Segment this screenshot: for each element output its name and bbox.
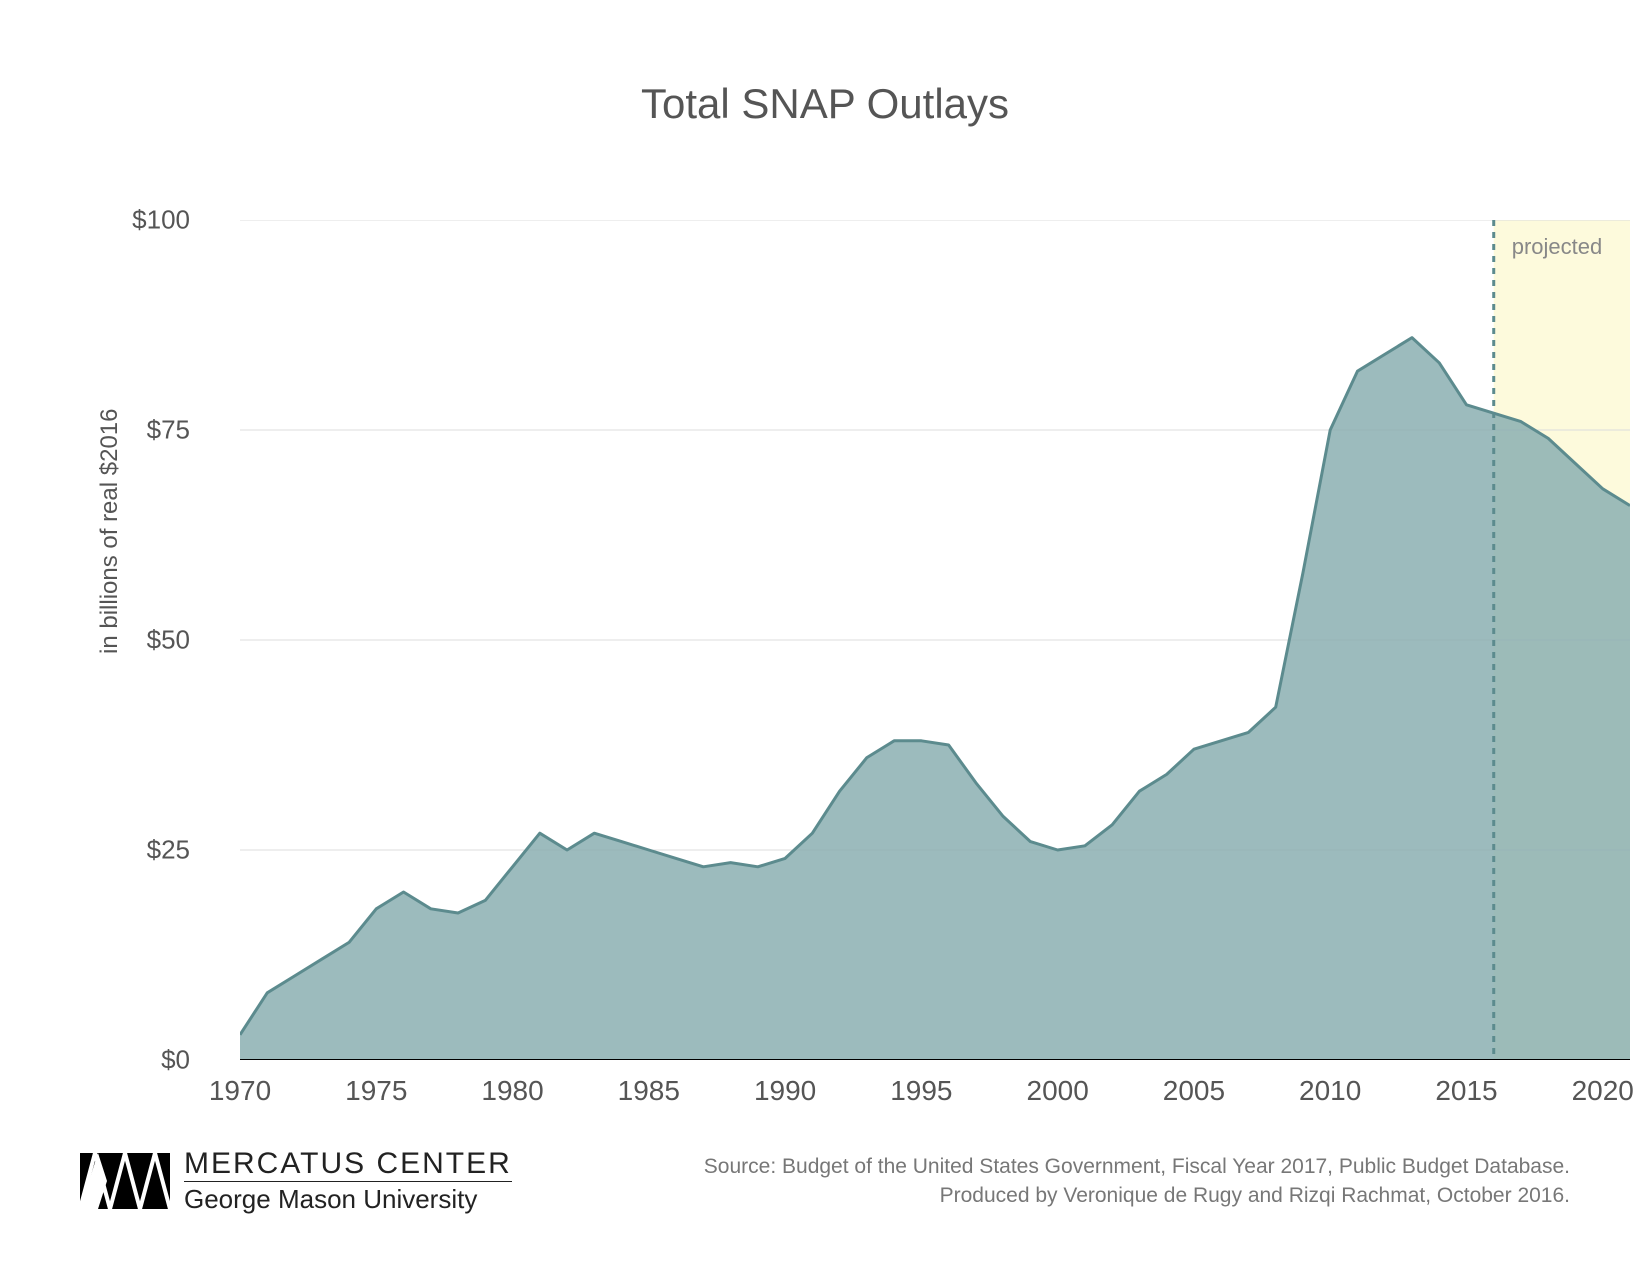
x-tick-label: 2010 (1299, 1075, 1361, 1107)
source-line-2: Produced by Veronique de Rugy and Rizqi … (704, 1181, 1570, 1210)
logo-sub-text: George Mason University (184, 1181, 512, 1215)
source-line-1: Source: Budget of the United States Gove… (704, 1152, 1570, 1181)
x-tick-label: 2015 (1435, 1075, 1497, 1107)
x-tick-label: 1990 (754, 1075, 816, 1107)
y-tick-label: $75 (90, 415, 190, 446)
y-tick-label: $50 (90, 625, 190, 656)
x-tick-label: 1970 (209, 1075, 271, 1107)
source-text: Source: Budget of the United States Gove… (704, 1152, 1570, 1211)
y-tick-label: $0 (90, 1045, 190, 1076)
area-chart-svg (240, 220, 1630, 1060)
chart-container: Total SNAP Outlays in billions of real $… (60, 80, 1590, 1130)
x-tick-label: 2005 (1163, 1075, 1225, 1107)
logo-main-text: MERCATUS CENTER (184, 1147, 512, 1181)
projected-label: projected (1512, 234, 1603, 260)
mercatus-logo-icon (80, 1153, 170, 1209)
y-tick-label: $25 (90, 835, 190, 866)
logo-block: MERCATUS CENTER George Mason University (80, 1147, 512, 1215)
footer: MERCATUS CENTER George Mason University … (80, 1147, 1570, 1215)
y-tick-label: $100 (90, 205, 190, 236)
x-tick-label: 1995 (890, 1075, 952, 1107)
x-tick-label: 2000 (1026, 1075, 1088, 1107)
x-tick-label: 2020 (1572, 1075, 1634, 1107)
logo-text: MERCATUS CENTER George Mason University (184, 1147, 512, 1215)
plot-area (240, 220, 1630, 1060)
x-tick-label: 1980 (481, 1075, 543, 1107)
chart-title: Total SNAP Outlays (60, 80, 1590, 128)
x-tick-label: 1985 (618, 1075, 680, 1107)
x-tick-label: 1975 (345, 1075, 407, 1107)
